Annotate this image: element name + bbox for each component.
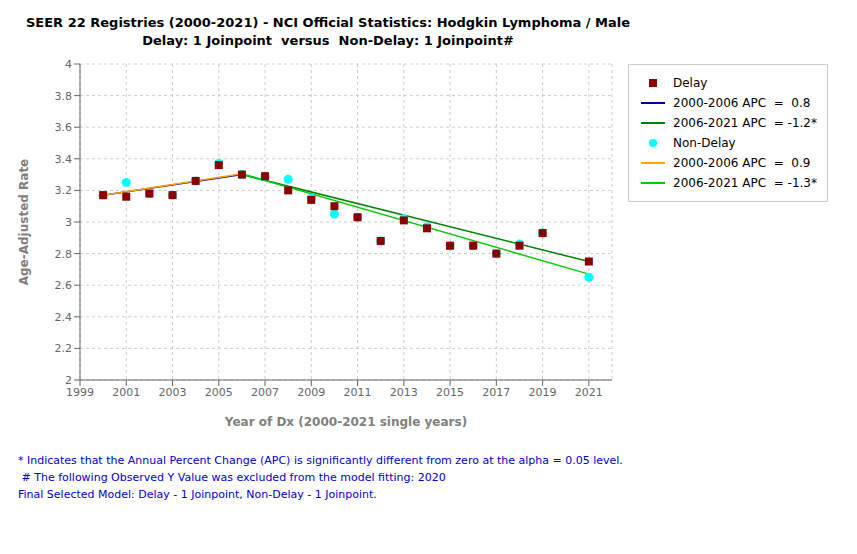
html-text:Final Selected Model: Delay -: Final Selected Model: Delay - 1 Joinpoin… [18,488,377,501]
html-text:Non-Delay: Non-Delay [673,136,736,150]
svg-text:2005: 2005 [205,386,233,399]
svg-text:2001: 2001 [112,386,140,399]
svg-text:2007: 2007 [251,386,279,399]
svg-text:2011: 2011 [344,386,372,399]
html-text:# The following Observed Y Val: # The following Observed Y Value was exc… [18,471,446,484]
svg-text:2.4: 2.4 [55,311,73,324]
svg-text:2.6: 2.6 [55,279,73,292]
svg-text:1999: 1999 [66,386,94,399]
svg-text:2013: 2013 [390,386,418,399]
html-text:2006-2021 APC = -1.3*: 2006-2021 APC = -1.3* [673,176,817,190]
svg-text:2009: 2009 [297,386,325,399]
svg-text:2021: 2021 [575,386,603,399]
html-text:2000-2006 APC = 0.8: 2000-2006 APC = 0.8 [673,96,811,110]
svg-text:2.2: 2.2 [55,342,73,355]
svg-text:Age-Adjusted Rate: Age-Adjusted Rate [17,159,31,286]
svg-text:3: 3 [65,216,72,229]
svg-text:2003: 2003 [159,386,187,399]
svg-text:3.6: 3.6 [55,121,73,134]
html-text:* Indicates that the Annual Pe: * Indicates that the Annual Percent Chan… [18,454,623,467]
svg-text:3.8: 3.8 [55,90,73,103]
svg-text:2017: 2017 [482,386,510,399]
svg-text:3.4: 3.4 [55,153,73,166]
svg-text:2019: 2019 [529,386,557,399]
html-text:Delay: Delay [673,76,708,90]
html-text:Delay: 1 Joinpoint versus Non-: Delay: 1 Joinpoint versus Non-Delay: 1 J… [142,33,514,48]
svg-text:2015: 2015 [436,386,464,399]
svg-text:2.8: 2.8 [55,248,73,261]
html-text:2006-2021 APC = -1.2*: 2006-2021 APC = -1.2* [673,116,817,130]
html-text:2000-2006 APC = 0.9: 2000-2006 APC = 0.9 [673,156,811,170]
html-text:SEER 22 Registries (2000-2021): SEER 22 Registries (2000-2021) - NCI Off… [26,15,630,30]
svg-text:3.2: 3.2 [55,184,73,197]
svg-text:Year of Dx (2000-2021 single y: Year of Dx (2000-2021 single years) [224,415,467,429]
svg-text:4: 4 [65,58,72,71]
svg-text:2: 2 [65,374,72,387]
